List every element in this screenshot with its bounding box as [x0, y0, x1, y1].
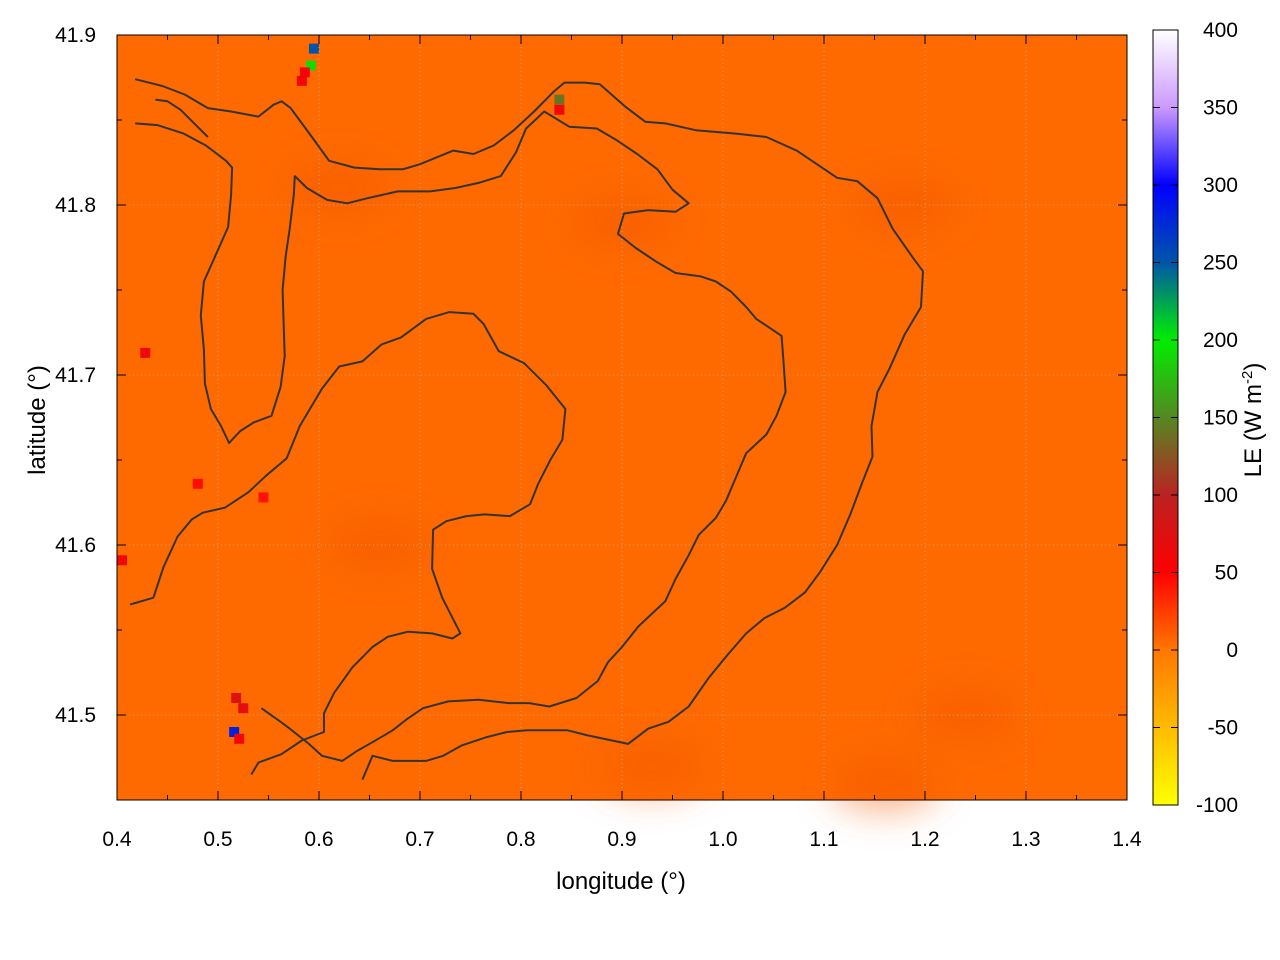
- heatmap-cell: [234, 733, 245, 744]
- x-tick-label: 1.3: [1011, 828, 1040, 851]
- colorbar-tick-label: 50: [1215, 562, 1238, 585]
- heatmap-cell: [258, 492, 269, 503]
- contour-lines: [129, 78, 924, 780]
- colorbar-label-sup: -2: [1239, 371, 1256, 384]
- x-tick-label: 0.9: [607, 828, 636, 851]
- colorbar-tick-labels: -100 -50 0 50 100 150 200 250 300 350 400: [1196, 19, 1238, 817]
- y-axis-label: latitude (°): [24, 365, 51, 475]
- x-tick-labels: 0.4 0.5 0.6 0.7 0.8 0.9 1.0 1.1 1.2 1.3 1.4: [102, 828, 1142, 851]
- grid-lines: [117, 35, 1127, 800]
- heatmap-background: [117, 35, 1127, 800]
- colorbar-label-main: LE (W m: [1240, 384, 1267, 477]
- x-tick-label: 0.6: [304, 828, 333, 851]
- contour-line: [135, 110, 787, 762]
- y-tick-label: 41.9: [55, 24, 96, 47]
- y-tick-label: 41.6: [55, 534, 96, 557]
- heatmap-shade: [829, 755, 940, 811]
- x-tick-label: 1.1: [809, 828, 838, 851]
- colorbar-tick-label: 350: [1203, 97, 1238, 120]
- heatmap-shade: [597, 738, 708, 794]
- heatmap-cell: [192, 478, 203, 489]
- colorbar-label-end: ): [1240, 363, 1267, 371]
- axis-ticks: [116, 34, 1128, 801]
- heatmap-cell: [305, 60, 316, 71]
- heatmap-cell: [117, 555, 128, 566]
- x-tick-label: 1.4: [1112, 828, 1142, 851]
- colorbar-tick-label: 0: [1226, 639, 1238, 662]
- colorbar-tick-label: 200: [1203, 329, 1238, 352]
- y-tick-labels: 41.5 41.6 41.7 41.8 41.9: [55, 24, 96, 727]
- x-tick-label: 1.2: [910, 828, 939, 851]
- heatmap-cell: [238, 703, 249, 714]
- contour-line: [129, 311, 567, 776]
- colorbar-tick-label: 100: [1203, 484, 1238, 507]
- plot-area: [116, 34, 1128, 811]
- heatmap-cell: [554, 104, 565, 115]
- colorbar-tick-label: 300: [1203, 174, 1238, 197]
- colorbar-ticks: [1153, 29, 1178, 806]
- colorbar-tick-label: 150: [1203, 407, 1238, 430]
- heatmap-shade: [284, 160, 395, 216]
- x-tick-label: 0.5: [203, 828, 232, 851]
- heatmap-cell: [554, 94, 565, 105]
- heatmap-cell: [308, 43, 319, 54]
- colorbar-tick-label: 250: [1203, 252, 1238, 275]
- heatmap-cell: [231, 693, 242, 703]
- colorbar-tick-label: 400: [1203, 19, 1238, 42]
- colorbar: -100 -50 0 50 100 150 200 250 300 350 400 LE (W m-…: [1152, 19, 1267, 817]
- heatmap-cell: [229, 727, 240, 737]
- contour-line: [155, 98, 209, 138]
- heatmap-shade: [324, 517, 435, 573]
- colorbar-label: LE (W m-2): [1239, 363, 1267, 478]
- contour-line: [134, 78, 924, 780]
- heatmap-shading: [284, 160, 1021, 811]
- heatmap-cell: [299, 67, 310, 78]
- heatmap-cell: [140, 347, 151, 358]
- x-tick-label: 0.8: [506, 828, 535, 851]
- y-tick-label: 41.5: [55, 704, 96, 727]
- colorbar-tick-label: -100: [1196, 794, 1238, 817]
- heatmap-cell: [296, 75, 307, 86]
- x-tick-label: 0.4: [102, 828, 132, 851]
- y-tick-label: 41.7: [55, 364, 96, 387]
- heatmap-shade: [849, 177, 960, 233]
- x-tick-label: 1.0: [708, 828, 737, 851]
- x-tick-label: 0.7: [405, 828, 434, 851]
- y-tick-label: 41.8: [55, 194, 96, 217]
- colorbar-tick-label: -50: [1208, 717, 1238, 740]
- heatmap-patches: [117, 43, 565, 744]
- x-axis-label: longitude (°): [556, 868, 686, 895]
